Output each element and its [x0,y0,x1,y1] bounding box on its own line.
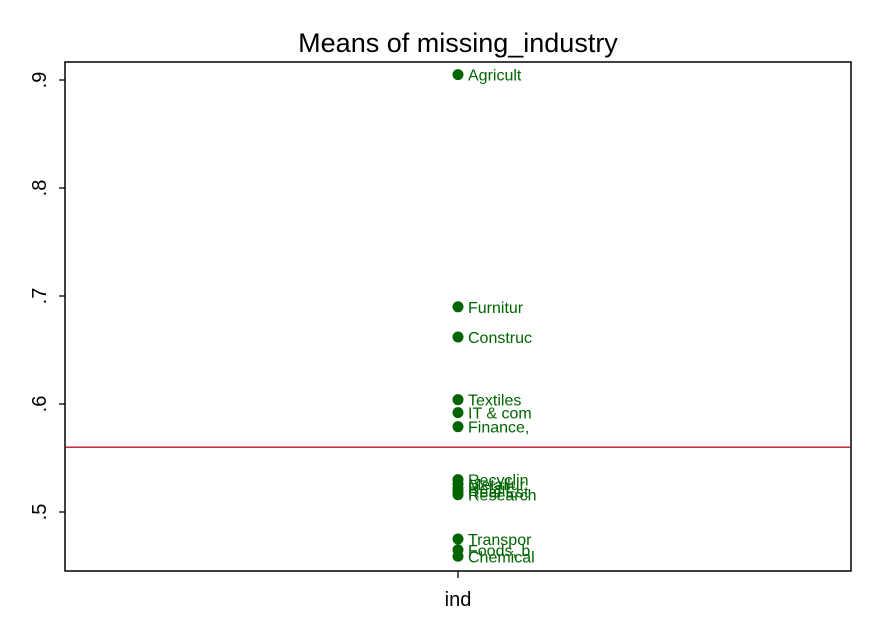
point-label: Transpor [468,532,532,549]
y-tick-label: .5 [29,504,51,521]
point-label: Textiles [468,393,521,410]
x-axis-label: ind [445,589,472,611]
point-label: Retail, [468,481,513,498]
point-label: Foods, b [468,543,530,560]
point-label: IT & com [468,406,532,423]
point-label: Furnitur [468,300,524,317]
y-tick-label: .7 [29,288,51,305]
point-label: Research [468,488,536,505]
data-point [452,489,464,501]
point-label: Agricult [468,68,522,85]
data-point [452,407,464,419]
point-label: Finance, [468,420,529,437]
data-point [452,550,464,562]
data-point [452,394,464,406]
chart-title: Means of missing_industry [298,28,618,58]
point-label: Construc [468,330,532,347]
point-label: Metallur [468,477,526,494]
y-tick-label: .6 [29,396,51,413]
data-point [452,533,464,545]
data-point [452,69,464,81]
point-label: Recyclin [468,473,528,490]
y-tick-label: .9 [29,72,51,89]
y-axis: .5 .6 .7 .8 .9 [29,72,65,521]
y-tick-label: .8 [29,180,51,197]
point-label: Real Est [468,484,529,501]
data-point [452,421,464,433]
data-point [452,331,464,343]
data-point [452,301,464,313]
point-label: Chemical [468,549,535,566]
